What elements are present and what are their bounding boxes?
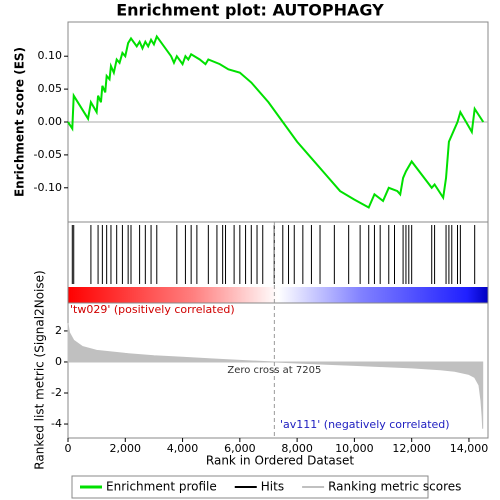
y-tick-label: 0.05 xyxy=(38,82,63,95)
x-tick-label: 4,000 xyxy=(167,442,199,455)
y-tick-label: 0 xyxy=(55,355,62,368)
chart-title: Enrichment plot: AUTOPHAGY xyxy=(116,1,384,20)
x-tick-label: 8,000 xyxy=(281,442,313,455)
legend-label: Enrichment profile xyxy=(106,480,217,494)
y-tick-label: -0.05 xyxy=(34,148,62,161)
annotation: Zero cross at 7205 xyxy=(227,365,321,376)
annotation: 'tw029' (positively correlated) xyxy=(70,303,235,316)
y-tick-label: 0.00 xyxy=(38,115,63,128)
x-tick-label: 10,000 xyxy=(335,442,374,455)
y-tick-label: -2 xyxy=(51,386,62,399)
x-axis-label: Rank in Ordered Dataset xyxy=(206,454,354,468)
x-tick-label: 2,000 xyxy=(110,442,142,455)
y-axis-label: Ranked list metric (Signal2Noise) xyxy=(33,270,47,469)
color-bar xyxy=(68,287,488,303)
y-tick-label: 2 xyxy=(55,324,62,337)
x-tick-label: 12,000 xyxy=(392,442,431,455)
metric-frame xyxy=(67,302,489,439)
metric-area xyxy=(67,323,484,429)
y-axis-label: Enrichment score (ES) xyxy=(13,47,27,197)
y-tick-label: -4 xyxy=(51,417,62,430)
y-tick-label: 0.10 xyxy=(38,49,63,62)
x-tick-label: 6,000 xyxy=(224,442,256,455)
legend-label: Hits xyxy=(261,480,284,494)
es-line xyxy=(67,34,485,209)
x-tick-label: 14,000 xyxy=(450,442,489,455)
legend-label: Ranking metric scores xyxy=(328,480,461,494)
x-tick-label: 0 xyxy=(65,442,72,455)
annotation: 'av111' (negatively correlated) xyxy=(280,418,450,431)
y-tick-label: -0.10 xyxy=(34,181,62,194)
